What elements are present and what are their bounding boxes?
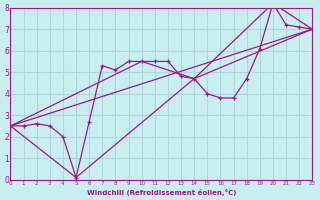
X-axis label: Windchill (Refroidissement éolien,°C): Windchill (Refroidissement éolien,°C)	[87, 189, 236, 196]
